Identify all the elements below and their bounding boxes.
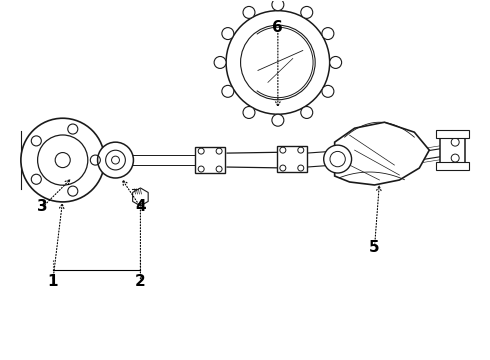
Text: 3: 3 [37, 199, 48, 215]
Circle shape [98, 142, 133, 178]
Circle shape [272, 114, 284, 126]
Text: 1: 1 [48, 274, 58, 289]
Circle shape [21, 118, 104, 202]
Circle shape [324, 145, 352, 173]
Circle shape [222, 85, 234, 97]
Bar [436, 130, 469, 138]
Circle shape [243, 6, 255, 18]
Circle shape [301, 6, 313, 18]
Circle shape [301, 107, 313, 118]
Text: 5: 5 [369, 240, 380, 255]
Text: 4: 4 [135, 199, 146, 215]
Circle shape [226, 11, 330, 114]
Bar [195, 147, 225, 173]
Circle shape [322, 85, 334, 97]
Circle shape [322, 28, 334, 40]
Circle shape [243, 107, 255, 118]
Bar [277, 146, 307, 172]
Polygon shape [133, 188, 148, 206]
Circle shape [272, 0, 284, 11]
Circle shape [214, 57, 226, 68]
Text: 6: 6 [272, 20, 283, 35]
Bar [436, 162, 469, 170]
Circle shape [330, 57, 342, 68]
Polygon shape [335, 122, 429, 185]
Bar [440, 134, 465, 166]
Circle shape [222, 28, 234, 40]
Text: 2: 2 [135, 274, 146, 289]
